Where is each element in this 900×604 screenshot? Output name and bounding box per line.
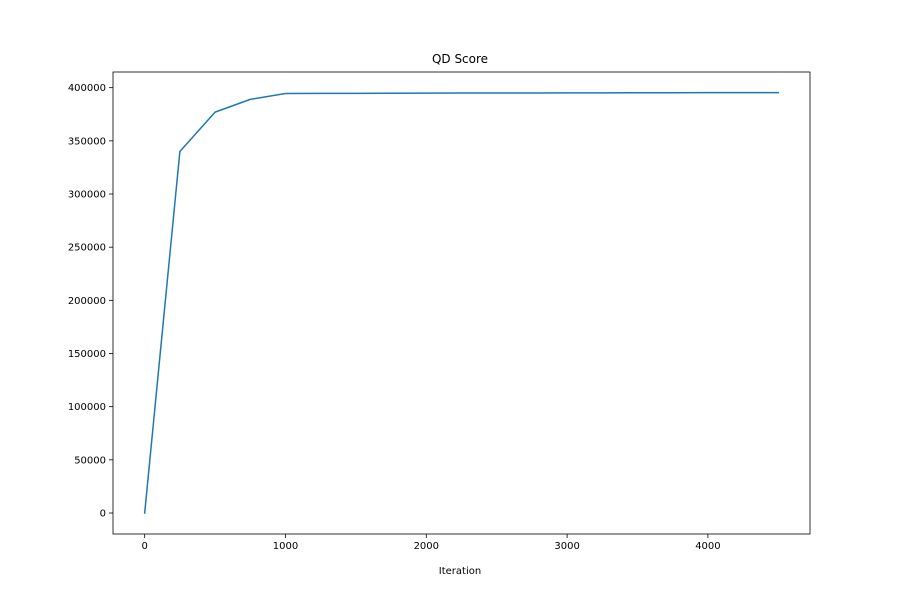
plot-layer: 0 1000 2000 3000 4000 0 50000 100000 150000 20000… <box>68 71 811 552</box>
series-line-0 <box>143 91 780 514</box>
y-tick-label: 50000 <box>74 455 106 466</box>
y-tick-label: 0 <box>100 509 106 520</box>
y-tick-label: 250000 <box>68 243 106 254</box>
x-tick-label: 0 <box>141 541 147 552</box>
x-axis-title: Iteration <box>439 566 481 577</box>
x-tick-label: 3000 <box>554 541 579 552</box>
y-tick-label: 150000 <box>68 349 106 360</box>
y-tick-label: 300000 <box>68 190 106 201</box>
chart-title: QD Score <box>432 52 488 66</box>
plot-frame <box>112 71 811 535</box>
y-tick-label: 350000 <box>68 136 106 147</box>
y-tick-label: 100000 <box>68 402 106 413</box>
x-tick-label: 4000 <box>695 541 720 552</box>
x-tick-label: 2000 <box>414 541 439 552</box>
x-tick-label: 1000 <box>273 541 298 552</box>
y-tick-label: 200000 <box>68 296 106 307</box>
y-tick-label: 400000 <box>68 83 106 94</box>
